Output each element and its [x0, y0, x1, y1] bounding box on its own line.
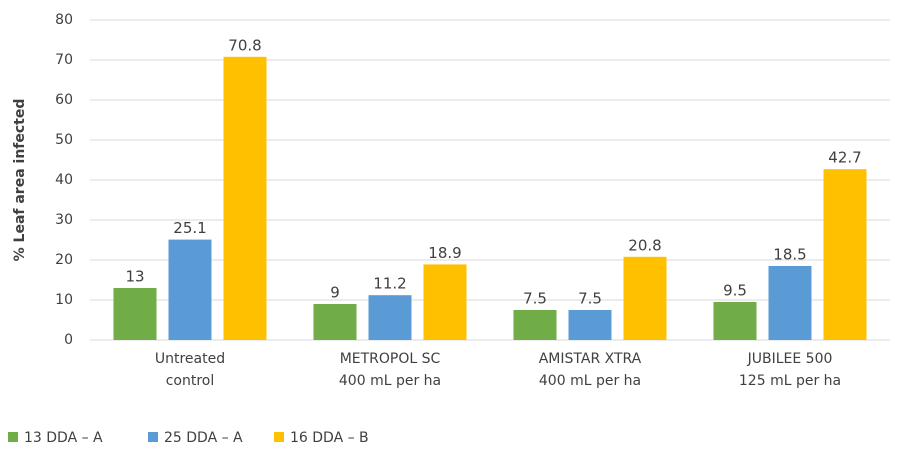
data-label: 70.8: [228, 36, 261, 54]
bar: [568, 310, 612, 340]
bar: [313, 304, 357, 340]
legend-label: 25 DDA – A: [164, 430, 243, 446]
y-tick-label: 60: [55, 92, 73, 108]
data-label: 7.5: [578, 290, 602, 308]
data-label: 18.9: [428, 244, 461, 262]
legend-swatch: [274, 432, 284, 442]
y-tick-label: 50: [55, 132, 73, 148]
data-label: 11.2: [373, 275, 406, 293]
data-label: 18.5: [773, 246, 806, 264]
legend-swatch: [8, 432, 18, 442]
bar: [768, 266, 812, 340]
x-tick-label: JUBILEE 500: [747, 351, 833, 367]
x-tick-label: 125 mL per ha: [739, 373, 841, 389]
bar: [113, 288, 157, 340]
data-label: 7.5: [523, 290, 547, 308]
data-label: 13: [125, 268, 144, 286]
y-tick-label: 10: [55, 292, 73, 308]
x-tick-label: control: [166, 373, 215, 389]
legend-label: 13 DDA – A: [24, 430, 103, 446]
legend-swatch: [148, 432, 158, 442]
bar: [623, 256, 667, 340]
y-tick-label: 30: [55, 212, 73, 228]
data-label: 20.8: [628, 236, 661, 254]
x-tick-label: 400 mL per ha: [339, 373, 441, 389]
bar: [513, 310, 557, 340]
bar: [368, 295, 412, 340]
data-label: 42.7: [828, 149, 861, 167]
legend-label: 16 DDA – B: [290, 430, 369, 446]
y-tick-label: 70: [55, 52, 73, 68]
bar: [223, 56, 267, 341]
bar: [713, 302, 757, 340]
bar: [423, 264, 467, 340]
y-tick-label: 0: [64, 332, 73, 348]
y-tick-label: 80: [55, 12, 73, 28]
bar: [823, 169, 867, 340]
x-tick-label: AMISTAR XTRA: [539, 351, 642, 367]
x-tick-label: Untreated: [155, 351, 225, 367]
data-label: 9: [330, 284, 340, 302]
y-tick-label: 40: [55, 172, 73, 188]
bar: [168, 239, 212, 340]
x-tick-label: METROPOL SC: [340, 351, 441, 367]
y-axis-label: % Leaf area infected: [12, 99, 28, 262]
data-label: 9.5: [723, 282, 747, 300]
y-tick-label: 20: [55, 252, 73, 268]
x-tick-label: 400 mL per ha: [539, 373, 641, 389]
data-label: 25.1: [173, 219, 206, 237]
